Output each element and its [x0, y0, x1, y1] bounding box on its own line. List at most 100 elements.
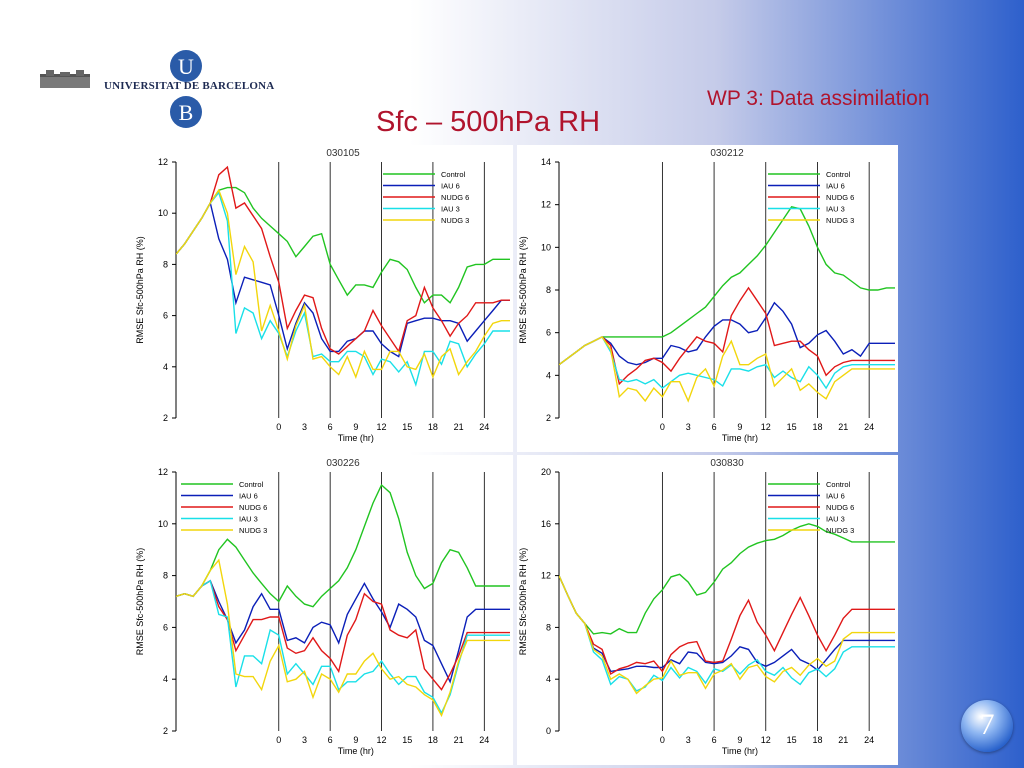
university-name: UNIVERSITAT DE BARCELONA	[104, 80, 275, 92]
y-tick-label: 14	[541, 157, 551, 167]
y-tick-label: 10	[541, 242, 551, 252]
y-tick-label: 6	[546, 328, 551, 338]
legend-label: IAU 3	[826, 205, 845, 214]
x-tick-label: 0	[276, 422, 281, 432]
x-tick-label: 12	[377, 422, 387, 432]
series-line-nudg-6	[176, 165, 510, 355]
x-tick-label: 12	[377, 735, 387, 745]
y-tick-label: 16	[541, 519, 551, 529]
x-tick-label: 18	[428, 422, 438, 432]
y-tick-label: 0	[546, 726, 551, 736]
x-axis-label: Time (hr)	[722, 746, 758, 756]
x-tick-label: 9	[737, 422, 742, 432]
y-tick-label: 4	[163, 674, 168, 684]
y-tick-label: 12	[541, 200, 551, 210]
y-tick-label: 12	[158, 157, 168, 167]
x-tick-label: 9	[737, 735, 742, 745]
work-package-label: WP 3: Data assimilation	[707, 87, 930, 110]
legend-label: IAU 3	[239, 515, 258, 524]
x-tick-label: 21	[838, 422, 848, 432]
y-tick-label: 8	[546, 285, 551, 295]
x-axis-label: Time (hr)	[722, 433, 758, 443]
series-line-nudg-6	[559, 575, 895, 676]
y-tick-label: 4	[163, 362, 168, 372]
y-tick-label: 6	[163, 311, 168, 321]
legend-label: NUDG 6	[826, 503, 854, 512]
x-tick-label: 6	[712, 422, 717, 432]
y-tick-label: 8	[163, 571, 168, 581]
series-line-iau-6	[176, 201, 510, 358]
series-line-control	[176, 186, 510, 304]
chart-panel-3: 030226 2 4 6 8 10 12 RMSE Sfc-500hPa RH (%) 0 3 6 9…	[134, 455, 513, 765]
series-line-iau-3	[176, 191, 510, 388]
y-axis-label: RMSE Sfc-500hPa RH (%)	[135, 236, 145, 344]
x-tick-label: 3	[302, 422, 307, 432]
legend-label: NUDG 3	[826, 216, 854, 225]
logo-circle-bottom	[170, 96, 202, 128]
chart-title: 030212	[710, 148, 744, 159]
y-tick-label: 20	[541, 467, 551, 477]
chart-title: 030830	[710, 458, 744, 469]
x-axis-label: Time (hr)	[338, 433, 374, 443]
logo-circle-top	[170, 50, 202, 82]
x-tick-label: 15	[787, 422, 797, 432]
legend-label: NUDG 3	[239, 526, 267, 535]
series-line-nudg-3	[559, 335, 895, 403]
y-axis-label: RMSE Sfc-500hPa RH (%)	[135, 548, 145, 656]
legend-label: Control	[441, 170, 466, 179]
series-line-control	[176, 483, 510, 608]
y-tick-label: 4	[546, 370, 551, 380]
x-tick-label: 3	[686, 735, 691, 745]
x-tick-label: 3	[686, 422, 691, 432]
x-tick-label: 24	[479, 735, 489, 745]
logo-letter-b: B	[179, 100, 194, 125]
x-tick-label: 12	[761, 422, 771, 432]
x-tick-label: 21	[454, 422, 464, 432]
y-tick-label: 12	[541, 571, 551, 581]
chart-panel-1: 030105 2 4 6 8 10 12 RMSE Sfc-500hPa RH (%) 0 3 6 9…	[134, 145, 513, 452]
y-tick-label: 12	[158, 467, 168, 477]
y-tick-label: 6	[163, 622, 168, 632]
y-tick-label: 8	[546, 622, 551, 632]
legend-label: Control	[826, 170, 851, 179]
x-axis-label: Time (hr)	[338, 746, 374, 756]
y-axis-label: RMSE Sfc-500hPa RH (%)	[518, 548, 528, 656]
legend-label: NUDG 3	[826, 526, 854, 535]
x-tick-label: 9	[353, 735, 358, 745]
logo-letter-u: U	[178, 54, 194, 79]
x-tick-label: 15	[402, 422, 412, 432]
slide-number: 7	[979, 708, 995, 741]
series-line-iau-3	[559, 335, 895, 390]
x-tick-label: 18	[428, 735, 438, 745]
series-line-iau-3	[559, 575, 895, 692]
series-line-control	[559, 206, 895, 366]
x-tick-label: 21	[454, 735, 464, 745]
slide-number-badge: 7	[961, 700, 1013, 752]
y-tick-label: 2	[163, 726, 168, 736]
chart-panel-2: 030212 2 4 6 8 10 12 14 RMSE Sfc-500hPa RH (%) 0 3…	[517, 145, 898, 452]
x-tick-label: 24	[864, 422, 874, 432]
y-tick-label: 8	[163, 259, 168, 269]
x-tick-label: 21	[838, 735, 848, 745]
x-tick-label: 15	[787, 735, 797, 745]
x-tick-label: 24	[864, 735, 874, 745]
legend-label: IAU 6	[239, 492, 258, 501]
legend-label: Control	[826, 480, 851, 489]
building-icon	[40, 70, 90, 88]
x-tick-label: 6	[712, 735, 717, 745]
x-tick-label: 24	[479, 422, 489, 432]
x-tick-label: 0	[276, 735, 281, 745]
legend-label: NUDG 6	[826, 193, 854, 202]
series-line-nudg-3	[176, 558, 510, 718]
university-logo: U B	[38, 46, 278, 132]
x-tick-label: 9	[353, 422, 358, 432]
y-tick-label: 10	[158, 519, 168, 529]
series-line-nudg-3	[176, 188, 510, 379]
chart-title: 030105	[326, 148, 360, 159]
x-tick-label: 6	[328, 422, 333, 432]
chart-panel-4: 030830 0 4 8 12 16 20 RMSE Sfc-500hPa RH (%) 0 3 6…	[517, 455, 898, 765]
legend-label: NUDG 6	[239, 503, 267, 512]
chart-title: 030226	[326, 458, 360, 469]
